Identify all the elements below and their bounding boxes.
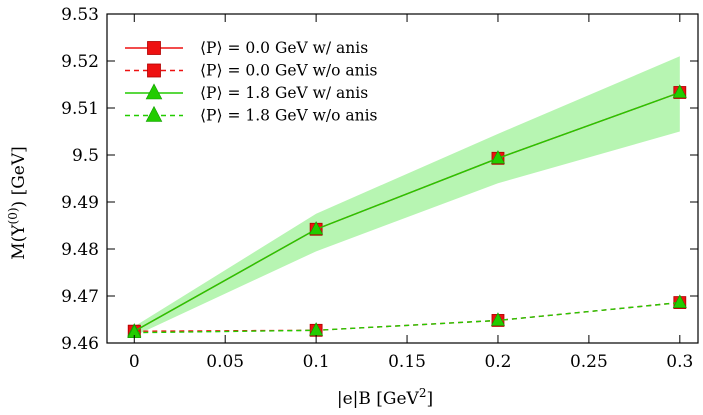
y-axis-label-end: ) [GeV] <box>9 146 29 207</box>
y-tick-label: 9.53 <box>61 5 99 25</box>
x-axis-label-sup: 2 <box>419 386 427 400</box>
legend-item-1: ⟨P⟩ = 0.0 GeV w/ anis <box>125 39 368 57</box>
y-tick-label: 9.5 <box>72 146 99 166</box>
series-4 <box>127 294 687 338</box>
legend-label: ⟨P⟩ = 1.8 GeV w/o anis <box>200 107 378 125</box>
plot-frame <box>106 13 699 344</box>
legend-marker <box>145 105 163 122</box>
legend-label: ⟨P⟩ = 1.8 GeV w/ anis <box>200 84 368 102</box>
x-tick-label: 0.1 <box>303 352 330 372</box>
data-point <box>309 221 324 235</box>
legend-label: ⟨P⟩ = 0.0 GeV w/ anis <box>200 39 368 57</box>
uncertainty-band <box>134 56 680 336</box>
y-tick-label: 9.47 <box>61 287 99 307</box>
data-point <box>490 150 505 164</box>
y-tick-label: 9.48 <box>61 240 99 260</box>
legend-marker <box>147 63 161 78</box>
series-layer <box>127 84 687 338</box>
uncertainty-band-layer <box>134 56 680 336</box>
data-point <box>490 312 505 326</box>
x-axis-label-end: ] <box>426 389 433 409</box>
y-axis-label: M(Υ(0)) [GeV] <box>6 146 29 259</box>
x-axis-label: |e|B [GeV2] <box>337 386 433 409</box>
y-tick-label: 9.51 <box>61 99 99 119</box>
series-2 <box>127 296 687 338</box>
y-axis-label-sup: (0) <box>6 207 20 224</box>
legend-item-4: ⟨P⟩ = 1.8 GeV w/o anis <box>125 105 378 125</box>
legend-item-2: ⟨P⟩ = 0.0 GeV w/o anis <box>125 62 378 80</box>
y-tick-label: 9.52 <box>61 52 99 72</box>
data-point <box>672 294 687 308</box>
legend-label: ⟨P⟩ = 0.0 GeV w/o anis <box>200 62 378 80</box>
y-axis-label-main: M(Υ <box>9 224 29 260</box>
x-tick-label: 0.2 <box>484 352 511 372</box>
series-line <box>134 301 680 334</box>
y-tick-label: 9.46 <box>61 334 99 354</box>
x-axis-label-main: |e|B [GeV <box>337 389 420 409</box>
series-line <box>134 301 680 332</box>
x-tick-label: 0.3 <box>666 352 693 372</box>
series-line <box>133 91 681 332</box>
legend-item-3: ⟨P⟩ = 1.8 GeV w/ anis <box>125 83 368 102</box>
x-tick-label: 0.25 <box>570 352 608 372</box>
legend-marker <box>147 41 161 55</box>
y-tick-label: 9.49 <box>61 193 99 213</box>
ticks-layer: 0 0.05 0.1 0.15 0.2 0.25 0.3 9.46 9.47 9.48 9.49 9.… <box>61 5 698 372</box>
x-tick-label: 0 <box>129 352 140 372</box>
x-tick-label: 0.15 <box>388 352 426 372</box>
data-point <box>672 84 687 98</box>
legend: ⟨P⟩ = 0.0 GeV w/ anis ⟨P⟩ = 0.0 GeV w/o a… <box>125 39 378 125</box>
legend-marker <box>145 83 163 100</box>
x-tick-label: 0.05 <box>206 352 244 372</box>
